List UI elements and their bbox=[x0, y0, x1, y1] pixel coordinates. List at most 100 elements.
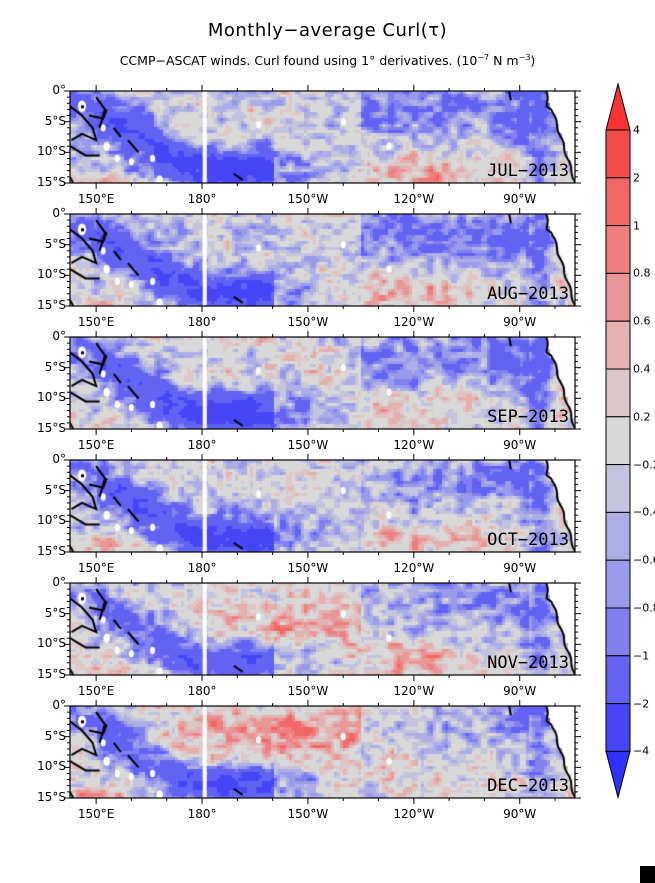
map-frame bbox=[69, 90, 576, 184]
lon-tick-label: 180° bbox=[187, 807, 217, 821]
lon-tick-label: 150°W bbox=[287, 438, 329, 452]
colorbar-label: −0.6 bbox=[633, 553, 655, 567]
lon-tick-label: 150°W bbox=[287, 192, 329, 206]
lat-tick-label: 15°S bbox=[37, 421, 66, 435]
colorbar-box bbox=[605, 272, 631, 322]
colorbar-box bbox=[605, 655, 631, 705]
map-axes bbox=[64, 577, 581, 681]
map-frame bbox=[69, 582, 576, 676]
lon-tick-label: 90°W bbox=[503, 315, 537, 329]
colorbar-box bbox=[605, 559, 631, 609]
map-panel: JUL−2013 0° 5°S 10°S 15°S 150°E 180° 150°W 120… bbox=[37, 83, 581, 206]
lon-tick-label: 150°E bbox=[77, 807, 115, 821]
lat-tick-label: 5°S bbox=[44, 359, 66, 374]
lat-tick-label: 10°S bbox=[37, 390, 66, 405]
map-frame bbox=[69, 705, 576, 799]
lon-tick-label: 180° bbox=[187, 684, 217, 698]
map-frame bbox=[69, 459, 576, 553]
lat-tick-label: 5°S bbox=[44, 482, 66, 497]
lon-tick-label: 120°W bbox=[393, 807, 435, 821]
colorbar-label: −4 bbox=[633, 744, 650, 758]
colorbar-label: −1 bbox=[633, 649, 650, 663]
colorbar-box bbox=[605, 416, 631, 466]
colorbar-box bbox=[605, 129, 631, 179]
lat-tick-label: 10°S bbox=[37, 759, 66, 774]
curl-field-map bbox=[70, 460, 575, 552]
colorbar-box bbox=[605, 464, 631, 513]
lon-tick-label: 120°W bbox=[393, 315, 435, 329]
month-label: SEP−2013 bbox=[487, 407, 569, 427]
colorbar-label: 4 bbox=[633, 123, 640, 137]
lon-tick-label: 150°E bbox=[77, 315, 115, 329]
subtitle-units: N m bbox=[489, 53, 519, 69]
lon-tick-label: 180° bbox=[187, 561, 217, 575]
colorbar-box bbox=[605, 607, 631, 657]
map-panel: AUG−2013 0° 5°S 10°S 15°S 150°E 180° 150°W 120… bbox=[37, 206, 581, 329]
map-panel: SEP−2013 0° 5°S 10°S 15°S 150°E 180° 150°W 120… bbox=[37, 329, 581, 452]
curl-field-map bbox=[70, 583, 575, 675]
colorbar-extend-max bbox=[605, 82, 631, 131]
lon-tick-label: 120°W bbox=[393, 192, 435, 206]
month-label: JUL−2013 bbox=[487, 161, 569, 181]
lon-tick-label: 150°E bbox=[77, 438, 115, 452]
figure-subtitle: CCMP−ASCAT winds. Curl found using 1° de… bbox=[0, 53, 655, 68]
lon-tick-label: 90°W bbox=[503, 561, 537, 575]
subtitle-end: ) bbox=[530, 53, 536, 69]
lon-tick-label: 180° bbox=[187, 438, 217, 452]
colorbar-box bbox=[605, 177, 631, 227]
colorbar-label: −2 bbox=[633, 697, 650, 711]
month-label: DEC−2013 bbox=[487, 776, 569, 796]
colorbar-label: 0.8 bbox=[633, 266, 651, 280]
lat-tick-label: 15°S bbox=[37, 298, 66, 312]
curl-field-map bbox=[70, 91, 575, 183]
lat-tick-label: 5°S bbox=[44, 728, 66, 743]
subtitle-exponent: −7 bbox=[477, 53, 490, 62]
colorbar-box bbox=[605, 320, 631, 370]
curl-field-map bbox=[70, 706, 575, 798]
curl-field-map bbox=[70, 214, 575, 306]
lat-tick-label: 0° bbox=[52, 575, 66, 589]
map-frame bbox=[69, 336, 576, 430]
lat-tick-label: 15°S bbox=[37, 667, 66, 681]
lat-tick-label: 0° bbox=[52, 452, 66, 466]
lon-tick-label: 120°W bbox=[393, 438, 435, 452]
colorbar-label: 0.2 bbox=[633, 410, 651, 424]
map-axes bbox=[64, 208, 581, 312]
lat-tick-label: 10°S bbox=[37, 144, 66, 159]
lat-tick-label: 5°S bbox=[44, 605, 66, 620]
map-axes bbox=[64, 454, 581, 558]
lon-tick-label: 150°E bbox=[77, 192, 115, 206]
colorbar-box bbox=[605, 511, 631, 561]
lat-tick-label: 15°S bbox=[37, 790, 66, 804]
colorbar-label: 0.4 bbox=[633, 362, 651, 376]
subtitle-exponent: −3 bbox=[518, 53, 531, 62]
lon-tick-label: 150°E bbox=[77, 684, 115, 698]
lon-tick-label: 150°W bbox=[287, 807, 329, 821]
map-axes bbox=[64, 700, 581, 804]
colorbar-label: −0.8 bbox=[633, 601, 655, 615]
curl-field-map bbox=[70, 337, 575, 429]
lon-tick-label: 180° bbox=[187, 192, 217, 206]
lat-tick-label: 15°S bbox=[37, 175, 66, 189]
lat-tick-label: 5°S bbox=[44, 236, 66, 251]
lon-tick-label: 90°W bbox=[503, 438, 537, 452]
month-label: OCT−2013 bbox=[487, 530, 569, 550]
lon-tick-label: 150°W bbox=[287, 315, 329, 329]
map-panel: DEC−2013 0° 5°S 10°S 15°S 150°E 180° 150°W 120… bbox=[37, 698, 581, 821]
map-axes bbox=[64, 331, 581, 435]
lat-tick-label: 0° bbox=[52, 206, 66, 220]
colorbar-label: −0.4 bbox=[633, 505, 655, 519]
lat-tick-label: 0° bbox=[52, 83, 66, 97]
map-frame bbox=[69, 213, 576, 307]
colorbar-box bbox=[605, 225, 631, 274]
month-label: NOV−2013 bbox=[487, 653, 569, 673]
lon-tick-label: 120°W bbox=[393, 684, 435, 698]
lat-tick-label: 0° bbox=[52, 698, 66, 712]
lat-tick-label: 10°S bbox=[37, 513, 66, 528]
figure-title: Monthly−average Curl(τ) bbox=[207, 20, 448, 41]
month-label: AUG−2013 bbox=[487, 284, 569, 304]
colorbar-box bbox=[605, 368, 631, 418]
lon-tick-label: 120°W bbox=[393, 561, 435, 575]
lon-tick-label: 150°E bbox=[77, 561, 115, 575]
lat-tick-label: 0° bbox=[52, 329, 66, 343]
